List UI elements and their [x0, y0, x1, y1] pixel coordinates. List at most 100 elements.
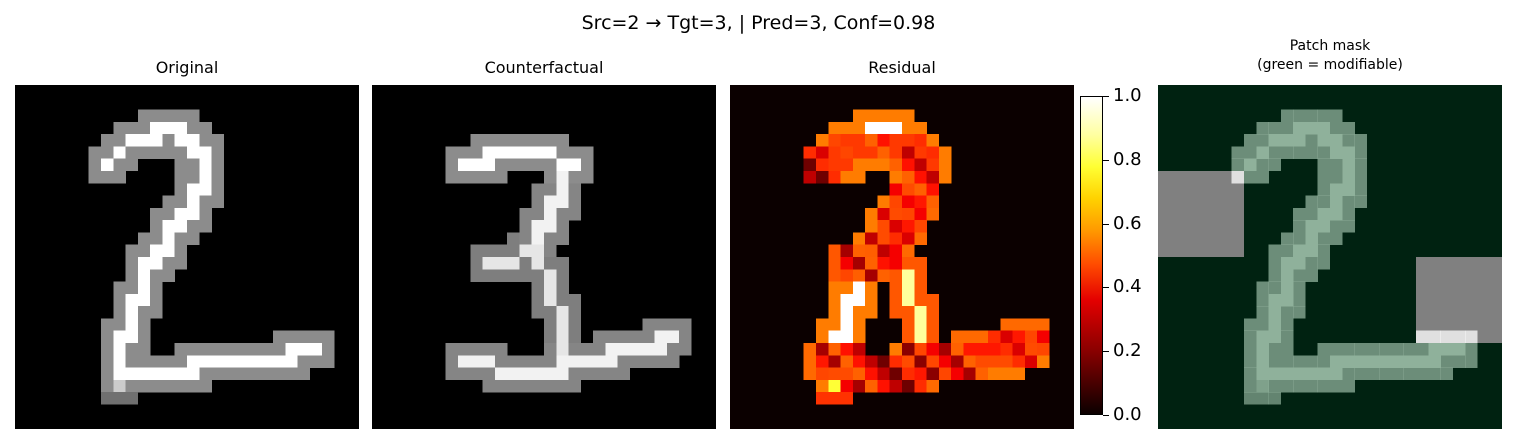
patch-mask-pixel [1465, 355, 1478, 368]
residual-pixel [840, 355, 854, 368]
original-pixel [101, 318, 114, 331]
patch-mask-pixel [1354, 146, 1368, 159]
residual-pixel [865, 121, 878, 135]
original-pixel [199, 134, 212, 147]
residual-pixel [816, 392, 829, 405]
original-pixel [137, 121, 151, 135]
patch-mask-pixel [1342, 379, 1355, 393]
counterfactual-pixel [580, 158, 594, 172]
patch-mask-pixel [1317, 367, 1331, 381]
patch-mask-pixel [1330, 183, 1343, 196]
counterfactual-pixel [531, 207, 545, 221]
counterfactual-pixel [654, 318, 668, 331]
residual-pixel [914, 379, 927, 393]
original-pixel [285, 343, 298, 356]
patch-mask-pixel [1280, 134, 1294, 147]
counterfactual-pixel [494, 355, 508, 368]
patch-mask-pixel [1342, 343, 1355, 356]
residual-pixel [889, 257, 903, 270]
counterfactual-pixel [494, 257, 508, 270]
counterfactual-pixel [568, 379, 582, 393]
counterfactual-pixel [482, 269, 496, 282]
residual-pixel [852, 171, 866, 184]
counterfactual-pixel [445, 355, 459, 368]
residual-pixel [852, 355, 866, 368]
residual-pixel [828, 318, 841, 331]
original-pixel [125, 269, 139, 282]
residual-pixel [840, 367, 854, 381]
panel-title-original: Original [155, 58, 219, 77]
residual-pixel [926, 171, 940, 184]
residual-pixel [889, 343, 903, 356]
residual-pixel [816, 379, 829, 393]
patch-mask-pixel [1317, 257, 1331, 270]
residual-pixel [902, 121, 915, 135]
residual-pixel [914, 146, 927, 159]
original-pixel [113, 379, 126, 393]
panel-title-residual: Residual [868, 58, 936, 77]
residual-pixel [816, 330, 829, 344]
original-pixel [211, 367, 225, 381]
counterfactual-pixel [580, 355, 594, 368]
counterfactual-pixel [519, 355, 532, 368]
residual-pixel [926, 293, 940, 307]
patch-mask-pixel [1305, 355, 1318, 368]
counterfactual-pixel [568, 306, 582, 319]
patch-mask-pixel [1317, 171, 1331, 184]
original-pixel [211, 171, 225, 184]
counterfactual-pixel [666, 343, 680, 356]
original-pixel [150, 207, 163, 221]
original-pixel [174, 146, 188, 159]
residual-pixel [889, 109, 903, 123]
residual-pixel [816, 367, 829, 381]
counterfactual-pixel [544, 232, 557, 245]
counterfactual-pixel [531, 269, 545, 282]
colorbar-tick-label: 1.0 [1113, 85, 1142, 106]
counterfactual-pixel [568, 330, 582, 344]
patch-mask-pixel [1440, 367, 1454, 381]
counterfactual-pixel [556, 232, 569, 245]
original-pixel [125, 355, 139, 368]
original-pixel [101, 367, 114, 381]
original-pixel [150, 306, 163, 319]
residual-pixel [840, 257, 854, 270]
counterfactual-pixel [507, 232, 520, 245]
original-pixel [187, 220, 200, 233]
counterfactual-pixel [544, 330, 557, 344]
original-pixel [248, 367, 261, 381]
patch-mask-pixel [1379, 367, 1392, 381]
patch-mask-pixel [1330, 171, 1343, 184]
patch-mask-pixel [1317, 121, 1331, 135]
residual-pixel [902, 269, 915, 282]
original-pixel [162, 207, 175, 221]
counterfactual-pixel [556, 306, 569, 319]
patch-mask-pixel [1244, 343, 1257, 356]
residual-pixel [914, 367, 927, 381]
original-pixel [101, 343, 114, 356]
patch-mask-pixel [1317, 379, 1331, 393]
counterfactual-pixel [482, 379, 496, 393]
residual-pixel [889, 367, 903, 381]
counterfactual-pixel [494, 379, 508, 393]
residual-pixel [902, 379, 915, 393]
counterfactual-pixel [531, 232, 545, 245]
original-pixel [273, 367, 286, 381]
counterfactual-pixel [556, 355, 569, 368]
original-pixel [113, 171, 126, 184]
original-pixel [199, 195, 212, 209]
residual-pixel [877, 121, 890, 135]
patch-mask-pixel [1268, 306, 1282, 319]
patch-mask-pixel [1305, 269, 1318, 282]
residual-pixel [1024, 318, 1038, 331]
counterfactual-pixel [580, 367, 594, 381]
patch-mask-pixel [1452, 330, 1466, 344]
patch-mask-pixel [1268, 158, 1282, 172]
original-pixel [150, 379, 163, 393]
residual-pixel [902, 207, 915, 221]
original-pixel [150, 146, 163, 159]
counterfactual-pixel [593, 343, 606, 356]
patch-mask-pixel [1293, 257, 1306, 270]
figure-suptitle: Src=2 → Tgt=3, | Pred=3, Conf=0.98 [581, 12, 936, 34]
original-image-panel [15, 85, 359, 429]
patch-mask-pixel [1342, 355, 1355, 368]
